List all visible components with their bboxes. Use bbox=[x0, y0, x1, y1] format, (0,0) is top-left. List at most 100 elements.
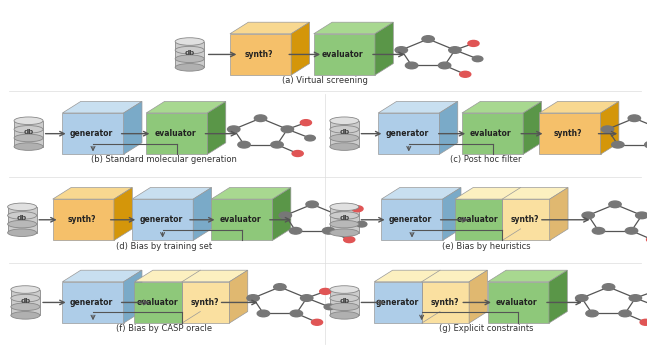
Polygon shape bbox=[291, 22, 309, 75]
Polygon shape bbox=[230, 34, 291, 75]
Circle shape bbox=[356, 222, 367, 227]
Polygon shape bbox=[382, 199, 443, 240]
Polygon shape bbox=[193, 188, 212, 240]
Text: synth?: synth? bbox=[190, 298, 219, 307]
Text: generator: generator bbox=[389, 215, 432, 224]
Polygon shape bbox=[124, 102, 142, 154]
Text: evaluator: evaluator bbox=[219, 215, 261, 224]
Text: (b) Standard molecular generation: (b) Standard molecular generation bbox=[91, 155, 237, 164]
Text: db: db bbox=[339, 130, 350, 135]
Circle shape bbox=[601, 126, 614, 133]
Circle shape bbox=[603, 284, 615, 290]
Text: evaluator: evaluator bbox=[457, 215, 499, 224]
Text: (e) Bias by heuristics: (e) Bias by heuristics bbox=[442, 241, 530, 251]
Polygon shape bbox=[469, 270, 488, 323]
FancyBboxPatch shape bbox=[11, 289, 40, 315]
Polygon shape bbox=[135, 270, 248, 282]
Circle shape bbox=[629, 295, 642, 301]
Circle shape bbox=[238, 141, 250, 148]
Ellipse shape bbox=[14, 117, 43, 125]
Ellipse shape bbox=[8, 212, 36, 219]
Ellipse shape bbox=[330, 286, 359, 293]
Polygon shape bbox=[382, 188, 461, 199]
Circle shape bbox=[320, 288, 331, 294]
Polygon shape bbox=[374, 282, 422, 323]
Text: db: db bbox=[339, 298, 350, 304]
Polygon shape bbox=[62, 113, 124, 154]
Ellipse shape bbox=[330, 134, 359, 142]
Polygon shape bbox=[135, 282, 182, 323]
Circle shape bbox=[254, 115, 266, 121]
Circle shape bbox=[438, 62, 451, 69]
Polygon shape bbox=[550, 188, 568, 240]
Circle shape bbox=[645, 141, 650, 148]
Text: evaluator: evaluator bbox=[470, 129, 512, 138]
Circle shape bbox=[311, 319, 322, 325]
Ellipse shape bbox=[330, 294, 359, 302]
Text: generator: generator bbox=[70, 298, 113, 307]
Polygon shape bbox=[62, 282, 124, 323]
Ellipse shape bbox=[175, 46, 204, 54]
Polygon shape bbox=[488, 270, 567, 282]
FancyBboxPatch shape bbox=[330, 207, 359, 233]
Polygon shape bbox=[488, 282, 549, 323]
Polygon shape bbox=[523, 102, 541, 154]
Text: evaluator: evaluator bbox=[136, 298, 178, 307]
Ellipse shape bbox=[330, 126, 359, 133]
FancyBboxPatch shape bbox=[14, 121, 43, 147]
Text: (g) Explicit constraints: (g) Explicit constraints bbox=[439, 324, 534, 333]
Text: synth?: synth? bbox=[67, 215, 96, 224]
Polygon shape bbox=[53, 188, 133, 199]
Ellipse shape bbox=[175, 64, 204, 71]
Polygon shape bbox=[462, 102, 541, 113]
Circle shape bbox=[247, 295, 259, 301]
Text: db: db bbox=[185, 50, 195, 56]
Polygon shape bbox=[146, 102, 226, 113]
Circle shape bbox=[582, 212, 594, 219]
Circle shape bbox=[647, 237, 650, 243]
Polygon shape bbox=[207, 102, 226, 154]
Polygon shape bbox=[455, 199, 502, 240]
Text: (a) Virtual screening: (a) Virtual screening bbox=[282, 76, 368, 85]
Ellipse shape bbox=[330, 117, 359, 125]
Circle shape bbox=[473, 56, 483, 62]
Polygon shape bbox=[230, 22, 309, 34]
Polygon shape bbox=[229, 270, 248, 323]
Ellipse shape bbox=[14, 134, 43, 142]
Circle shape bbox=[648, 288, 650, 294]
Circle shape bbox=[322, 228, 335, 234]
Circle shape bbox=[300, 120, 311, 126]
Text: (f) Bias by CASP oracle: (f) Bias by CASP oracle bbox=[116, 324, 212, 333]
Circle shape bbox=[352, 206, 363, 212]
Text: synth?: synth? bbox=[244, 50, 273, 59]
Circle shape bbox=[274, 284, 286, 290]
Circle shape bbox=[586, 310, 598, 317]
Text: generator: generator bbox=[385, 129, 428, 138]
Circle shape bbox=[448, 47, 461, 53]
Polygon shape bbox=[211, 188, 291, 199]
Polygon shape bbox=[462, 113, 523, 154]
Text: db: db bbox=[23, 130, 34, 135]
Polygon shape bbox=[439, 102, 458, 154]
Text: db: db bbox=[17, 216, 27, 222]
Circle shape bbox=[636, 212, 648, 219]
Ellipse shape bbox=[330, 212, 359, 219]
Polygon shape bbox=[146, 113, 207, 154]
Text: generator: generator bbox=[376, 298, 419, 307]
Polygon shape bbox=[62, 102, 142, 113]
FancyBboxPatch shape bbox=[330, 121, 359, 147]
Ellipse shape bbox=[330, 143, 359, 150]
Text: synth?: synth? bbox=[430, 298, 459, 307]
Circle shape bbox=[306, 201, 318, 208]
Circle shape bbox=[625, 228, 638, 234]
Text: evaluator: evaluator bbox=[496, 298, 538, 307]
Ellipse shape bbox=[14, 126, 43, 133]
Circle shape bbox=[422, 36, 434, 42]
Polygon shape bbox=[540, 113, 601, 154]
Circle shape bbox=[406, 62, 418, 69]
Polygon shape bbox=[124, 270, 142, 323]
Polygon shape bbox=[132, 199, 193, 240]
Polygon shape bbox=[182, 282, 229, 323]
Polygon shape bbox=[314, 22, 393, 34]
Circle shape bbox=[290, 310, 302, 317]
